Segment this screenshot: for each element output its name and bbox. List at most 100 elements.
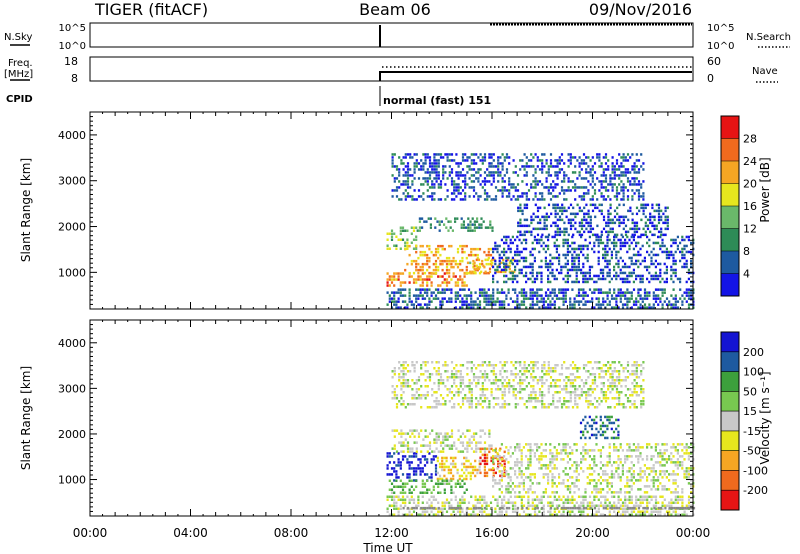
power-cell: [460, 226, 463, 229]
power-cell: [536, 206, 540, 210]
power-cell: [652, 277, 655, 281]
power-cell: [412, 271, 416, 275]
velocity-cell: [468, 388, 471, 391]
velocity-cell: [573, 461, 576, 464]
power-cell: [613, 306, 616, 309]
velocity-cell: [527, 458, 530, 461]
velocity-cell: [569, 510, 572, 513]
velocity-cell: [661, 452, 664, 455]
velocity-cell: [494, 397, 498, 400]
power-cell: [516, 274, 519, 278]
velocity-cell: [450, 444, 454, 447]
velocity-cell: [503, 473, 506, 476]
velocity-cell: [470, 394, 473, 397]
velocity-cell: [391, 385, 394, 388]
power-cell: [633, 180, 636, 183]
power-cell: [619, 271, 622, 275]
velocity-cell: [483, 456, 486, 460]
power-cell: [555, 256, 558, 260]
power-cell: [462, 226, 465, 229]
power-cell: [508, 177, 511, 180]
power-cell: [621, 235, 624, 239]
power-cell: [591, 165, 594, 168]
power-cell: [679, 241, 682, 245]
velocity-cell: [477, 441, 480, 444]
power-cell: [527, 277, 530, 281]
power-cell: [604, 265, 607, 269]
power-cell: [497, 162, 500, 165]
power-cell: [501, 165, 504, 168]
power-cell: [439, 259, 442, 263]
velocity-cell: [452, 465, 455, 469]
power-cell: [408, 253, 411, 257]
power-cell: [521, 209, 524, 213]
power-cell: [637, 195, 641, 198]
velocity-cell: [604, 464, 607, 467]
velocity-cell: [529, 473, 532, 476]
power-cell: [607, 221, 610, 225]
power-cell: [611, 183, 614, 186]
velocity-cell: [582, 498, 585, 501]
power-cell: [456, 217, 459, 220]
power-cell: [496, 288, 499, 291]
power-cell: [461, 159, 465, 162]
velocity-cell: [516, 443, 519, 446]
velocity-cell: [626, 470, 629, 473]
velocity-cell: [445, 477, 448, 481]
power-cell: [523, 224, 526, 228]
power-cell: [489, 259, 493, 263]
power-cell: [530, 233, 533, 237]
velocity-cell: [453, 382, 456, 385]
power-cell: [410, 241, 413, 244]
power-cell: [445, 300, 449, 303]
velocity-cell: [437, 403, 440, 406]
power-cell: [573, 256, 576, 260]
velocity-cell: [617, 495, 620, 498]
power-cell: [483, 156, 487, 159]
velocity-cell: [632, 504, 636, 507]
power-cell: [512, 186, 515, 189]
power-cell: [573, 280, 576, 284]
velocity-cell: [553, 458, 556, 461]
power-cell: [426, 288, 429, 291]
velocity-cell: [637, 443, 640, 446]
power-cell: [492, 280, 495, 284]
power-cell: [613, 215, 617, 219]
power-cell: [572, 206, 575, 210]
power-cell: [660, 230, 663, 234]
velocity-cell: [465, 477, 468, 481]
velocity-cell: [553, 446, 556, 449]
power-cell: [477, 267, 481, 271]
velocity-cell: [445, 465, 448, 469]
velocity-cell: [472, 504, 475, 507]
velocity-cell: [668, 473, 671, 476]
velocity-cell: [542, 507, 545, 510]
velocity-cell: [481, 364, 484, 367]
power-cell: [687, 291, 691, 294]
power-cell: [439, 198, 443, 201]
power-cell: [494, 262, 497, 266]
power-cell: [649, 230, 652, 234]
power-cell: [426, 303, 429, 306]
velocity-cell: [555, 504, 559, 507]
power-cell: [547, 174, 550, 177]
power-cell: [607, 230, 610, 234]
power-cell: [618, 174, 621, 177]
velocity-cell: [483, 432, 487, 435]
power-cell: [408, 294, 411, 297]
velocity-cell: [390, 498, 394, 501]
velocity-cell: [401, 495, 405, 498]
power-cell: [445, 265, 449, 269]
power-cell: [469, 223, 472, 226]
velocity-cell: [412, 501, 416, 504]
velocity-cell: [553, 455, 556, 458]
velocity-cell: [445, 501, 449, 504]
velocity-cell: [496, 513, 499, 516]
power-cell: [618, 203, 621, 207]
power-cell: [412, 306, 416, 309]
power-cell: [456, 291, 460, 294]
velocity-cell: [648, 473, 651, 476]
velocity-cell: [386, 510, 389, 513]
power-cell: [408, 244, 411, 248]
power-cell: [683, 256, 686, 260]
